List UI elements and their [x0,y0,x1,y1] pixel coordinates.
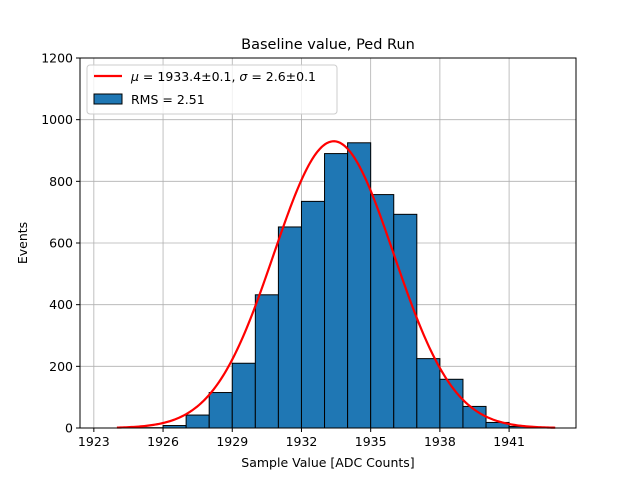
histogram-bar [185,414,210,429]
histogram-bar [393,213,418,429]
y-axis-ticks: 0 200 400 600 800 1000 1200 [41,51,80,436]
x-tick-label: 1923 [78,434,110,449]
y-tick-label: 600 [49,236,73,251]
x-axis-ticks: 1923 1926 1929 1932 1935 1938 1941 [78,428,525,449]
legend-fit-label: μ = 1933.4±0.1, σ = 2.6±0.1 [130,69,316,84]
x-tick-label: 1938 [424,434,456,449]
legend: μ = 1933.4±0.1, σ = 2.6±0.1 RMS = 2.51 [86,64,338,115]
legend-box [86,64,338,115]
x-tick-label: 1929 [216,434,248,449]
y-tick-label: 1000 [41,112,73,127]
chart-title: Baseline value, Ped Run [241,37,415,53]
legend-sigma-symbol: σ [239,69,248,84]
x-axis-label: Sample Value [ADC Counts] [241,455,414,470]
x-tick-label: 1941 [493,434,525,449]
histogram-bars [139,142,533,429]
x-tick-label: 1935 [355,434,387,449]
y-tick-label: 400 [49,297,73,312]
legend-sigma-value: = 2.6±0.1 [247,69,316,84]
histogram-bar [324,153,349,429]
histogram-bar [300,200,326,429]
x-tick-label: 1932 [286,434,318,449]
legend-mu-value: = 1933.4±0.1, [139,69,239,84]
y-tick-label: 0 [65,421,73,436]
legend-mu-symbol: μ [130,69,139,84]
histogram-bar [208,392,233,429]
y-axis-label: Events [15,222,30,264]
legend-histogram-swatch [93,93,123,105]
y-tick-label: 200 [49,359,73,374]
histogram-bar [277,226,302,429]
legend-histogram-label: RMS = 2.51 [131,92,205,107]
histogram-bar [370,194,395,429]
histogram-bar [254,294,279,429]
histogram-bar [416,358,441,429]
histogram-bar [347,142,372,429]
y-tick-label: 1200 [41,51,73,66]
gaussian-fit-curve [116,140,556,429]
x-tick-label: 1926 [147,434,179,449]
y-tick-label: 800 [49,174,73,189]
histogram-bar [231,362,256,429]
